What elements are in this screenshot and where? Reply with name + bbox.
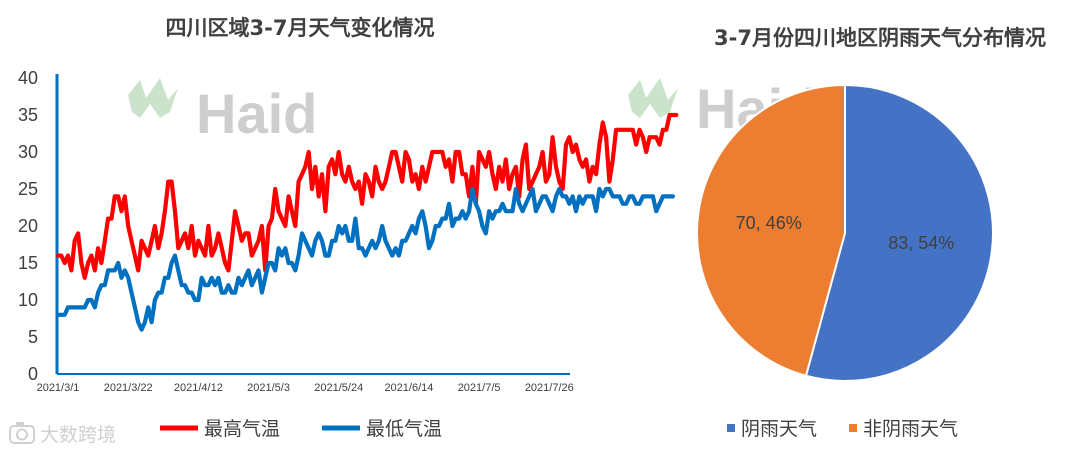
pie-chart-title: 3-7月份四川地区阴雨天气分布情况 (714, 26, 1046, 50)
grass-icon (128, 78, 178, 118)
x-tick-label: 2021/5/3 (247, 382, 290, 394)
y-tick-label: 0 (28, 364, 38, 384)
pie-legend: 阴雨天气 非阴雨天气 (727, 418, 958, 440)
pie-slice-no-rain (695, 83, 846, 377)
y-tick-label: 40 (18, 68, 38, 88)
y-tick-label: 20 (18, 216, 38, 236)
footer-watermark: 大数跨境 (9, 422, 116, 446)
line-chart-title: 四川区域3-7月天气变化情况 (166, 16, 435, 40)
legend-label-min-temp: 最低气温 (366, 418, 442, 440)
x-tick-label: 2021/5/24 (314, 382, 363, 394)
line-chart-axes: 0 5 10 15 20 25 30 35 40 2021/3/1 2021/3/22 2021/4/… (18, 68, 574, 394)
legend-label-no-rain: 非阴雨天气 (863, 418, 958, 440)
watermark-text: Haid (196, 82, 317, 145)
x-tick-label: 2021/3/22 (104, 382, 153, 394)
x-tick-label: 2021/4/12 (174, 382, 223, 394)
legend-swatch-no-rain (849, 424, 857, 432)
x-tick-label: 2021/3/1 (37, 382, 80, 394)
line-chart-series (55, 112, 679, 332)
x-tick-label: 2021/7/26 (525, 382, 574, 394)
y-tick-label: 15 (18, 253, 38, 273)
y-tick-label: 10 (18, 290, 38, 310)
line-legend: 最高气温 最低气温 (160, 418, 442, 440)
x-tick-label: 2021/7/5 (458, 382, 501, 394)
legend-swatch-rain (727, 424, 735, 432)
pie-slice-rain (804, 83, 994, 382)
footer-text: 大数跨境 (40, 424, 116, 446)
legend-label-rain: 阴雨天气 (741, 418, 817, 440)
y-tick-label: 35 (18, 105, 38, 125)
series-line-max-temp (55, 112, 679, 280)
camera-icon (9, 422, 35, 444)
grass-icon (628, 78, 678, 118)
y-tick-label: 5 (28, 327, 38, 347)
pie-chart: 83, 54% 70, 46% (695, 83, 994, 382)
pie-label-rain: 83, 54% (888, 233, 954, 253)
y-tick-label: 25 (18, 179, 38, 199)
y-tick-label: 30 (18, 142, 38, 162)
pie-label-no-rain: 70, 46% (736, 213, 802, 233)
series-line-min-temp (55, 186, 676, 332)
x-tick-label: 2021/6/14 (384, 382, 433, 394)
haid-watermark-left: Haid (97, 58, 317, 148)
legend-label-max-temp: 最高气温 (204, 418, 280, 440)
